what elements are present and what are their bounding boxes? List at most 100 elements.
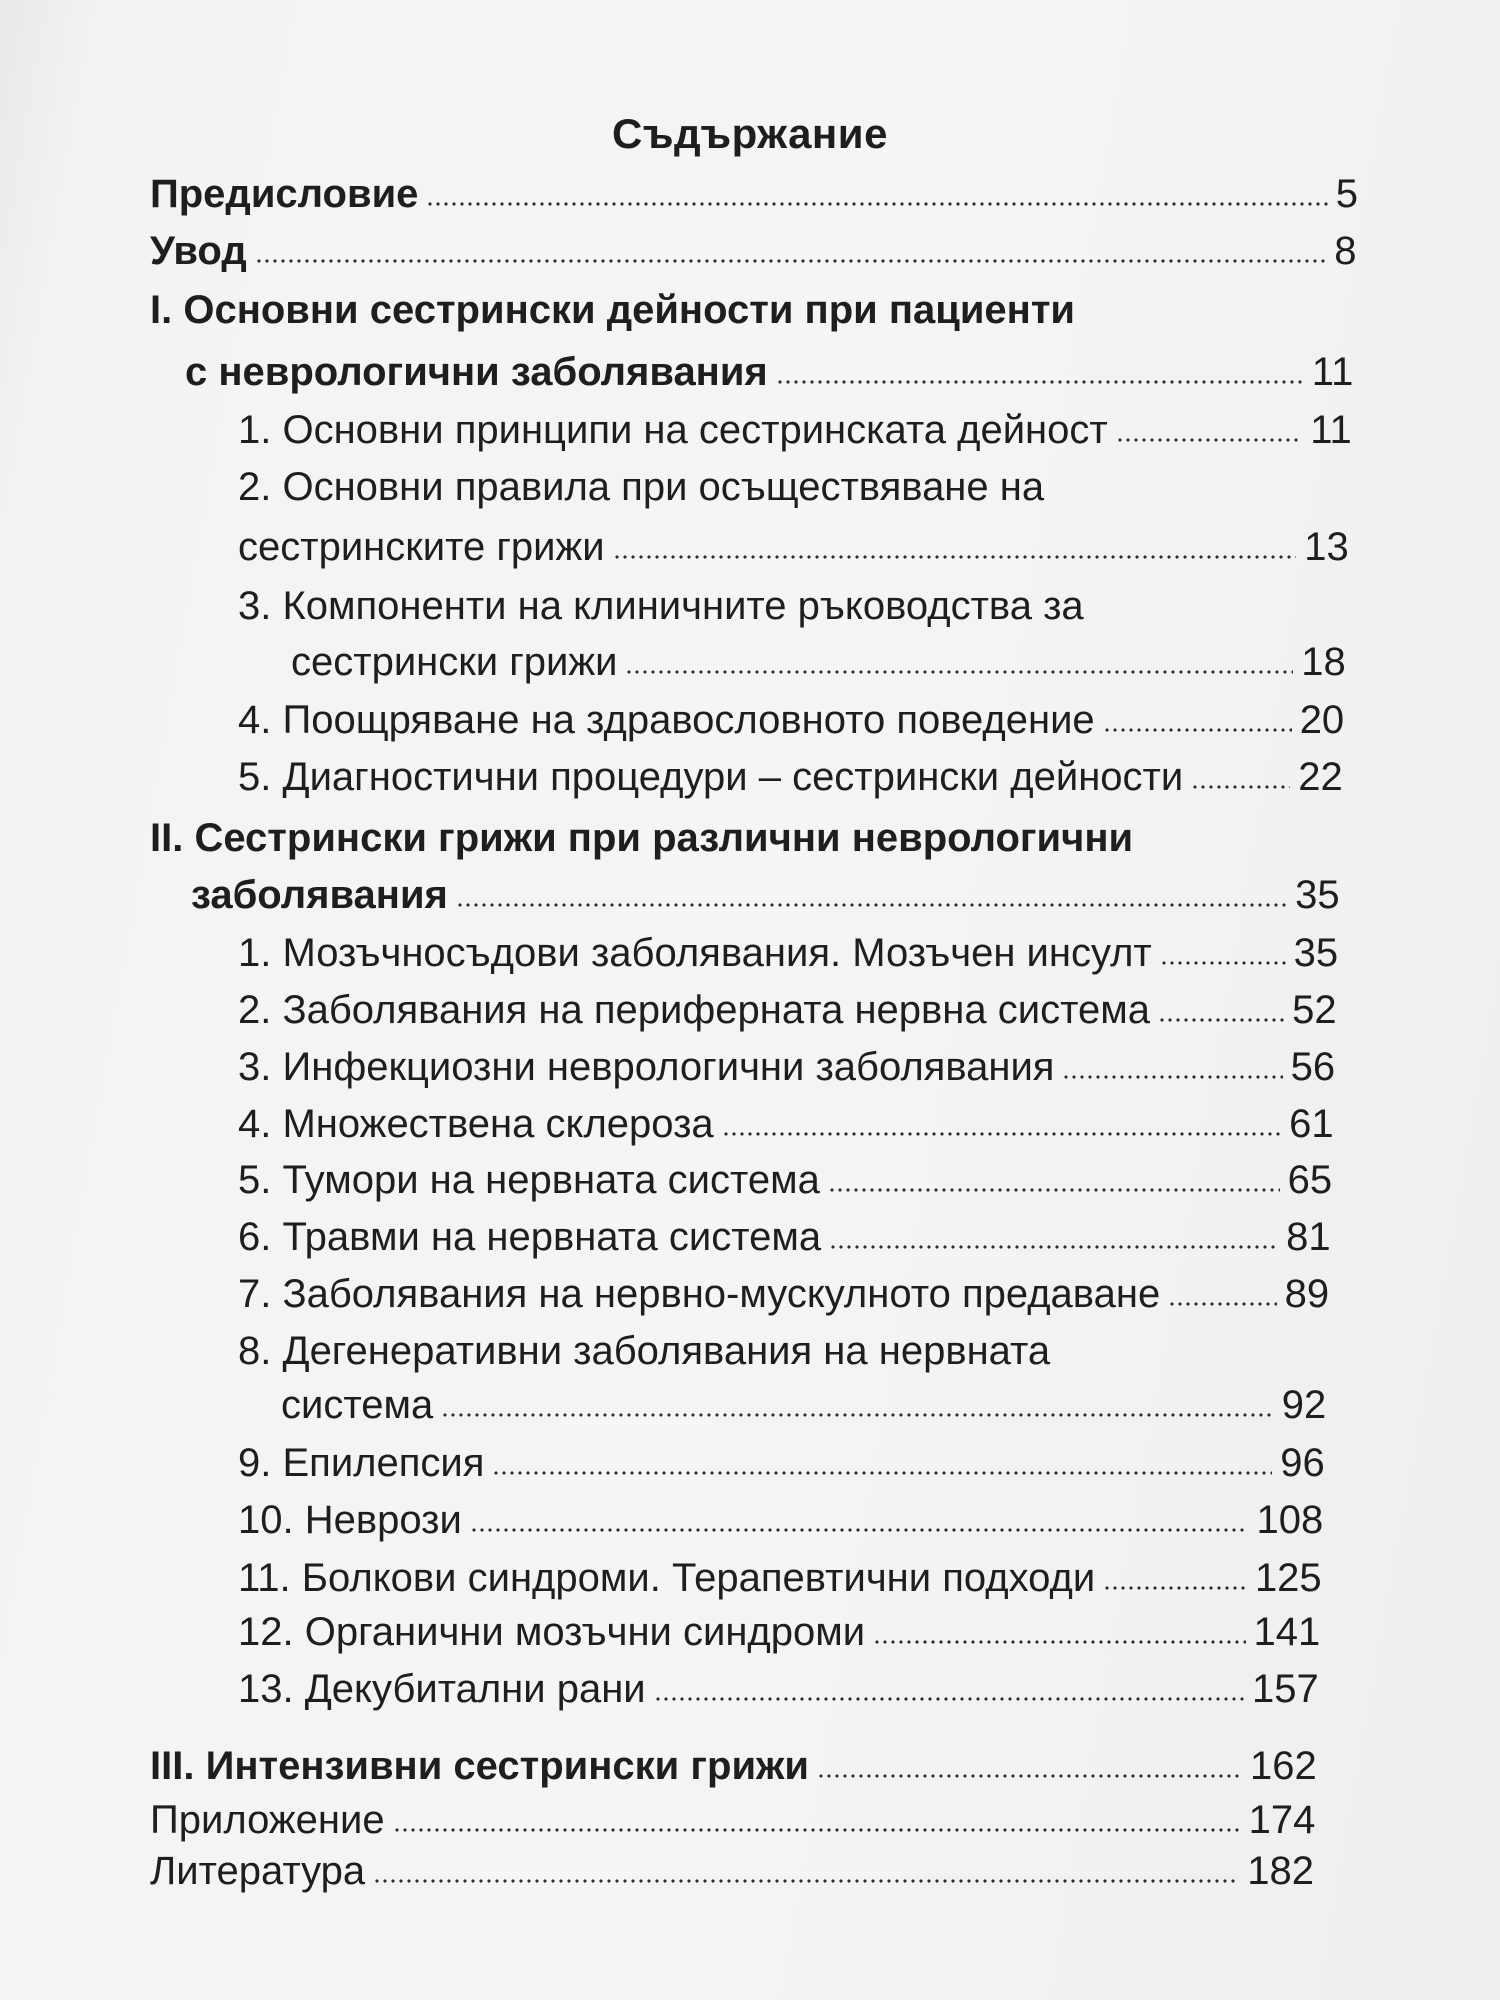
dot-leader — [1115, 437, 1303, 443]
toc-entry-title: 4. Поощряване на здравословното поведени… — [238, 698, 1095, 742]
toc-entry-title: Литература — [150, 1849, 366, 1893]
toc-entry: Предисловие 5 — [150, 168, 1358, 220]
dot-leader — [1103, 1585, 1247, 1591]
dot-leader — [775, 379, 1304, 385]
toc-entry-title: 2. Основни правила при осъществяване на — [238, 465, 1045, 509]
toc-entry: III. Интензивни сестрински грижи 162 — [150, 1740, 1317, 1792]
toc-page-number: 65 — [1287, 1158, 1333, 1202]
toc-entry: 1. Основни принципи на сестринската дейн… — [238, 404, 1352, 456]
toc-entry-title: 1. Основни принципи на сестринската дейн… — [238, 408, 1108, 452]
toc-entry: сестринските грижи 13 — [238, 521, 1349, 573]
toc-page-number: 141 — [1253, 1610, 1321, 1654]
toc-page-number: 108 — [1256, 1498, 1324, 1542]
toc-entry-title: 3. Компоненти на клиничните ръководства … — [238, 584, 1084, 628]
toc-title: Съдържание — [612, 110, 888, 157]
toc-entry: 6. Травми на нервната система 81 — [238, 1211, 1331, 1263]
toc-entry: система 92 — [281, 1379, 1326, 1431]
dot-leader — [441, 1412, 1274, 1418]
toc-page-number: 8 — [1334, 229, 1357, 273]
toc-page-number: 20 — [1299, 698, 1345, 742]
toc-page-number: 52 — [1292, 988, 1337, 1032]
toc-entry-title: заболявания — [191, 873, 448, 917]
toc-entry-title: 10. Неврози — [238, 1498, 462, 1542]
dot-leader — [1062, 1074, 1283, 1080]
toc-entry-title: I. Основни сестрински дейности при пацие… — [150, 288, 1075, 332]
dot-leader — [373, 1878, 1240, 1884]
dot-leader — [392, 1827, 1241, 1833]
toc-entry: 4. Поощряване на здравословното поведени… — [238, 694, 1344, 746]
toc-entry-title: 5. Диагностични процедури – сестрински д… — [238, 755, 1184, 799]
toc-entry: Приложение 174 — [150, 1794, 1315, 1846]
toc-entry: II. Сестрински грижи при различни неврол… — [150, 812, 1400, 864]
toc-entry: 2. Заболявания на периферната нервна сис… — [238, 984, 1337, 1036]
toc-entry-title: сестрински грижи — [291, 640, 618, 684]
dot-leader — [1168, 1301, 1277, 1307]
toc-page-number: 13 — [1304, 525, 1349, 569]
toc-entry-title: 2. Заболявания на периферната нервна сис… — [238, 988, 1150, 1032]
toc-entry: I. Основни сестрински дейности при пацие… — [150, 284, 1400, 336]
dot-leader — [1159, 960, 1286, 966]
toc-entry: Литература 182 — [150, 1845, 1314, 1897]
dot-leader — [1102, 727, 1292, 733]
toc-entry: сестрински грижи 18 — [291, 636, 1346, 688]
toc-page-number: 92 — [1281, 1383, 1327, 1427]
toc-entry: 9. Епилепсия 96 — [238, 1437, 1325, 1489]
toc-entry: 2. Основни правила при осъществяване на — [238, 461, 1400, 513]
toc-entry-title: 6. Травми на нервната система — [238, 1215, 822, 1259]
toc-page-number: 22 — [1298, 755, 1343, 799]
toc-entry: Увод 8 — [150, 225, 1357, 277]
toc-entry-title: 11. Болкови синдроми. Терапевтични подхо… — [238, 1556, 1096, 1600]
toc-entry-title: II. Сестрински грижи при различни неврол… — [150, 816, 1134, 860]
toc-entry-title: Предисловие — [150, 172, 419, 216]
toc-entry-title: Приложение — [150, 1798, 385, 1842]
dot-leader — [1191, 784, 1291, 790]
toc-entry-title: III. Интензивни сестрински грижи — [150, 1744, 809, 1788]
toc-entry: 12. Органични мозъчни синдроми 141 — [238, 1606, 1320, 1658]
toc-page-number: 35 — [1293, 931, 1339, 975]
dot-leader — [829, 1244, 1279, 1250]
toc-page-number: 18 — [1301, 640, 1346, 684]
toc-page-number: 162 — [1250, 1744, 1317, 1788]
dot-leader — [426, 201, 1328, 207]
toc-entry-title: 12. Органични мозъчни синдроми — [238, 1610, 866, 1654]
toc-entry: 4. Множествена склероза 61 — [238, 1098, 1334, 1150]
toc-page-number: 125 — [1254, 1556, 1322, 1600]
toc-entry-title: 3. Инфекциозни неврологични заболявания — [238, 1045, 1055, 1089]
toc-entry-title: сестринските грижи — [238, 525, 605, 569]
toc-entry-title: 9. Епилепсия — [238, 1441, 485, 1485]
toc-page-number: 157 — [1252, 1667, 1319, 1711]
toc-page-number: 61 — [1289, 1102, 1334, 1146]
toc-entry-title: 13. Декубитални рани — [238, 1667, 646, 1711]
toc-entry-title: с неврологични заболявания — [185, 350, 768, 394]
dot-leader — [653, 1696, 1245, 1702]
dot-leader — [625, 669, 1294, 675]
toc-entry: 11. Болкови синдроми. Терапевтични подхо… — [238, 1552, 1322, 1604]
toc-entry-title: 8. Дегенеративни заболявания на нервната — [238, 1329, 1051, 1373]
toc-entry: 5. Тумори на нервната система 65 — [238, 1154, 1332, 1206]
dot-leader — [469, 1527, 1249, 1533]
dot-leader — [873, 1639, 1246, 1645]
toc-entry-title: 7. Заболявания на нервно-мускулното пред… — [238, 1272, 1161, 1316]
toc-entry-title: 5. Тумори на нервната система — [238, 1158, 820, 1202]
toc-entry: 7. Заболявания на нервно-мускулното пред… — [238, 1268, 1329, 1320]
toc-entry: заболявания 35 — [191, 869, 1340, 921]
toc-entry: 3. Компоненти на клиничните ръководства … — [238, 580, 1400, 632]
toc-page-number: 81 — [1286, 1215, 1331, 1259]
toc-entry-title: система — [281, 1383, 434, 1427]
toc-entry: 13. Декубитални рани 157 — [238, 1663, 1319, 1715]
toc-entry: 1. Мозъчносъдови заболявания. Мозъчен ин… — [238, 927, 1338, 979]
dot-leader — [827, 1187, 1280, 1193]
toc-entry: 8. Дегенеративни заболявания на нервната — [238, 1325, 1400, 1377]
toc-entry-title: Увод — [150, 229, 247, 273]
toc-entry: 5. Диагностични процедури – сестрински д… — [238, 751, 1343, 803]
toc-entry-title: 1. Мозъчносъдови заболявания. Мозъчен ин… — [238, 931, 1152, 975]
dot-leader — [254, 258, 1327, 264]
toc-page-number: 89 — [1284, 1272, 1330, 1316]
dot-leader — [612, 554, 1297, 560]
dot-leader — [455, 902, 1288, 908]
dot-leader — [721, 1131, 1282, 1137]
dot-leader — [492, 1470, 1273, 1476]
toc-page-number: 35 — [1295, 873, 1340, 917]
toc-entry-title: 4. Множествена склероза — [238, 1102, 714, 1146]
dot-leader — [816, 1773, 1242, 1779]
